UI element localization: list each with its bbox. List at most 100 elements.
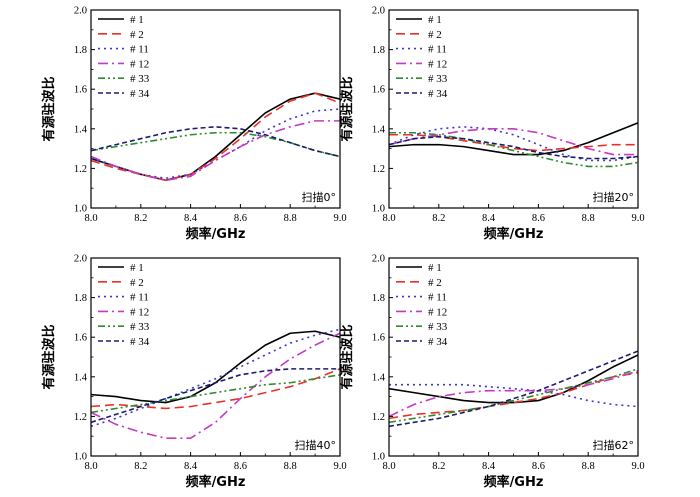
plot-frame	[90, 9, 341, 209]
y-axis-label: 有源驻波比	[339, 324, 355, 389]
y-axis-label: 有源驻波比	[41, 324, 57, 389]
series-group	[91, 328, 340, 439]
series-line-2	[91, 92, 340, 182]
legend: # 1 # 2 # 11 # 12 # 33 # 34	[396, 262, 448, 348]
series-line-12	[389, 370, 638, 418]
y-tick-label: 1.4	[372, 124, 386, 135]
x-axis-label: 频率/GHz	[186, 226, 246, 242]
x-tick-label: 9.0	[631, 213, 644, 224]
series-group	[389, 122, 638, 168]
legend-entry-label: # 2	[130, 277, 144, 289]
legend-entry-label: # 11	[130, 292, 149, 304]
y-tick-label: 1.2	[372, 164, 385, 175]
x-tick-label: 8.8	[284, 461, 297, 472]
chart-panel-1: 8.0 8.2 8.4 8.6 8.8 9.0 1.0 1.2 1.4 1.6 1.8 2.0 频率/G…	[41, 6, 347, 243]
legend-entry-label: # 12	[428, 58, 447, 70]
x-tick-label: 8.0	[84, 213, 97, 224]
legend-entry-label: # 1	[428, 262, 442, 274]
y-tick-label: 2.0	[372, 254, 385, 265]
x-tick-label: 9.0	[631, 461, 644, 472]
series-line-34	[389, 350, 638, 428]
y-tick-label: 1.2	[74, 412, 87, 423]
y-tick-label: 2.0	[372, 6, 385, 17]
x-tick-label: 8.6	[234, 461, 247, 472]
y-tick-label: 1.6	[372, 333, 385, 344]
legend-entry-label: # 11	[130, 44, 149, 56]
legend: # 1 # 2 # 11 # 12 # 33 # 34	[98, 14, 150, 100]
y-tick-label: 1.4	[74, 124, 88, 135]
series-line-34	[91, 126, 340, 158]
legend-entry-label: # 33	[130, 321, 150, 333]
legend-entry-label: # 12	[130, 306, 149, 318]
series-line-11	[389, 126, 638, 162]
legend-entry-label: # 33	[428, 321, 448, 333]
legend-entry-label: # 34	[428, 88, 448, 100]
series-line-12	[389, 128, 638, 156]
x-tick-label: 8.2	[432, 213, 445, 224]
series-line-12	[91, 332, 340, 439]
scan-angle-annotation: 扫描20°	[593, 190, 635, 204]
x-tick-label: 8.8	[582, 213, 595, 224]
x-tick-label: 9.0	[333, 461, 346, 472]
x-axis-label: 频率/GHz	[484, 474, 544, 490]
scan-angle-annotation: 扫描40°	[295, 438, 337, 452]
series-group	[91, 92, 340, 182]
scan-angle-annotation: 扫描0°	[302, 190, 337, 204]
x-tick-label: 8.4	[482, 213, 496, 224]
y-tick-label: 1.0	[74, 452, 87, 463]
legend-entry-label: # 1	[130, 262, 144, 274]
y-tick-label: 1.6	[74, 85, 87, 96]
y-tick-label: 1.8	[372, 45, 385, 56]
series-line-1	[389, 354, 638, 404]
legend-entry-label: # 12	[428, 306, 447, 318]
y-axis-label: 有源驻波比	[41, 76, 57, 141]
y-tick-label: 1.4	[74, 372, 88, 383]
y-tick-label: 1.8	[74, 293, 87, 304]
series-line-11	[91, 108, 340, 180]
x-tick-label: 8.8	[284, 213, 297, 224]
legend-entry-label: # 34	[130, 336, 150, 348]
series-line-2	[91, 368, 340, 410]
chart-panel-2: 8.0 8.2 8.4 8.6 8.8 9.0 1.0 1.2 1.4 1.6 1.8 2.0 频率/G…	[339, 6, 645, 243]
x-tick-label: 8.0	[382, 461, 395, 472]
chart-panel-3: 8.0 8.2 8.4 8.6 8.8 9.0 1.0 1.2 1.4 1.6 1.8 2.0 频率/G…	[41, 254, 347, 491]
series-line-34	[389, 135, 638, 160]
series-line-11	[91, 328, 340, 428]
series-line-12	[91, 120, 340, 182]
series-line-33	[91, 131, 340, 158]
series-line-1	[91, 92, 340, 182]
y-tick-label: 1.6	[74, 333, 87, 344]
x-tick-label: 8.4	[184, 213, 198, 224]
plot-frame	[388, 9, 639, 209]
plot-frame	[388, 257, 639, 457]
x-tick-label: 8.0	[382, 213, 395, 224]
y-tick-label: 1.2	[372, 412, 385, 423]
x-tick-label: 8.2	[134, 461, 147, 472]
series-line-1	[389, 122, 638, 156]
legend-entry-label: # 2	[428, 29, 442, 41]
x-axis-label: 频率/GHz	[186, 474, 246, 490]
legend-entry-label: # 2	[130, 29, 144, 41]
x-tick-label: 8.6	[532, 213, 545, 224]
x-tick-label: 8.2	[134, 213, 147, 224]
y-tick-label: 1.4	[372, 372, 386, 383]
y-tick-label: 1.0	[372, 452, 385, 463]
y-tick-label: 2.0	[74, 254, 87, 265]
legend-entry-label: # 12	[130, 58, 149, 70]
x-tick-label: 8.4	[482, 461, 496, 472]
legend-entry-label: # 2	[428, 277, 442, 289]
x-tick-label: 9.0	[333, 213, 346, 224]
legend-entry-label: # 1	[428, 14, 442, 26]
y-tick-label: 1.2	[74, 164, 87, 175]
x-tick-label: 8.2	[432, 461, 445, 472]
legend-entry-label: # 11	[428, 292, 447, 304]
legend-entry-label: # 1	[130, 14, 144, 26]
series-group	[389, 350, 638, 428]
plot-frame	[90, 257, 341, 457]
scan-angle-annotation: 扫描62°	[593, 438, 635, 452]
series-line-2	[389, 372, 638, 420]
legend-entry-label: # 33	[130, 73, 150, 85]
y-tick-label: 1.0	[74, 204, 87, 215]
y-tick-label: 1.0	[372, 204, 385, 215]
